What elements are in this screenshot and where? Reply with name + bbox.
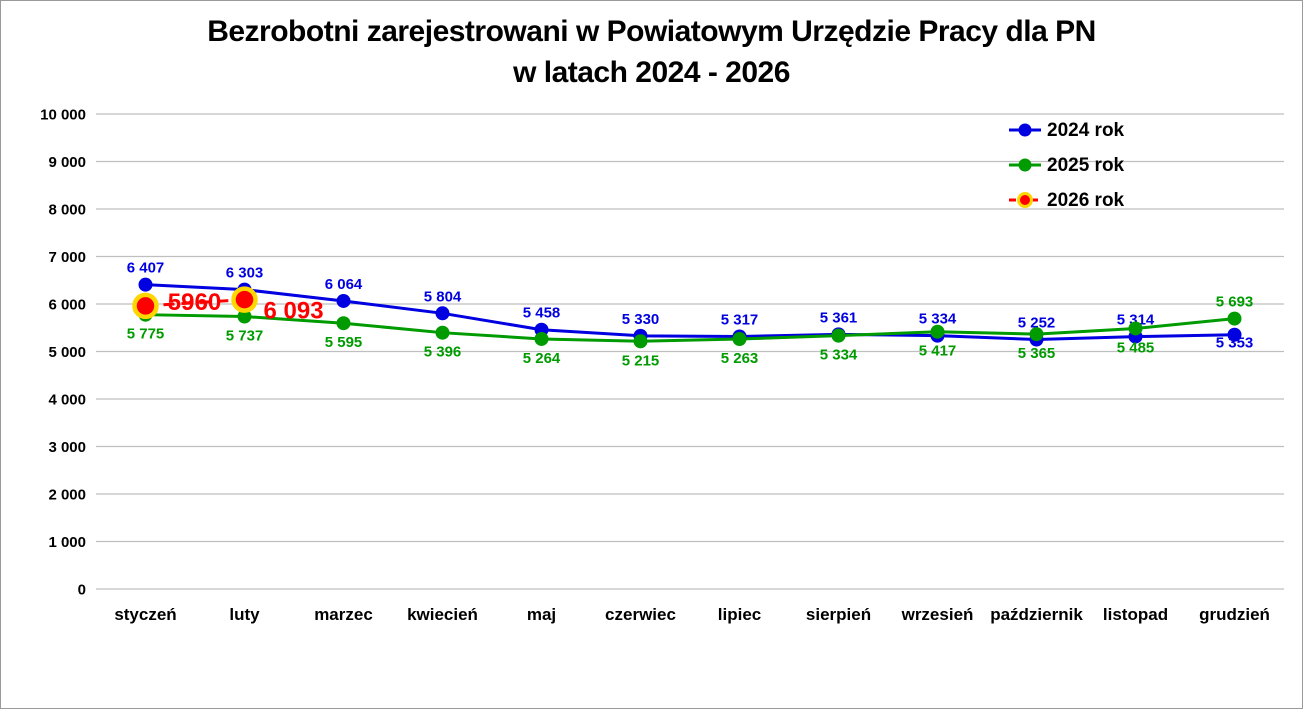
series-line-2024-rok[interactable] <box>145 283 1235 342</box>
data-point-label: 5 264 <box>523 350 561 367</box>
data-point-2025-rok-październik[interactable] <box>1029 327 1044 342</box>
legend-item-label: 2025 rok <box>1047 155 1125 176</box>
series-line-2025-rok[interactable] <box>145 313 1235 343</box>
chart-title-line2: w latach 2024 - 2026 <box>513 56 790 90</box>
y-axis-tick-label: 10 000 <box>40 107 86 124</box>
y-axis-tick-label: 3 000 <box>48 439 86 456</box>
data-point-label: 5960 <box>168 289 221 316</box>
legend-item-2026-rok[interactable]: 2026 rok <box>1009 190 1125 211</box>
data-point-label: 6 407 <box>127 260 165 277</box>
legend-swatch-marker <box>1017 192 1033 208</box>
data-point-label: 5 737 <box>226 327 264 344</box>
series-line-2026-rok[interactable] <box>145 298 245 308</box>
data-point-label: 5 353 <box>1216 335 1254 352</box>
legend-item-2025-rok[interactable]: 2025 rok <box>1009 155 1125 176</box>
data-point-2024-rok-styczeń[interactable] <box>138 277 153 292</box>
y-axis-tick-label: 4 000 <box>48 392 86 409</box>
data-point-2025-rok-luty[interactable] <box>237 309 252 324</box>
data-point-label: 5 361 <box>820 309 858 326</box>
data-point-label: 5 263 <box>721 350 759 367</box>
x-axis-month-label: maj <box>527 605 556 624</box>
data-point-label: 5 365 <box>1018 345 1056 362</box>
y-axis-tick-label: 9 000 <box>48 154 86 171</box>
data-point-2025-rok-maj[interactable] <box>534 331 549 346</box>
x-axis-month-label: listopad <box>1103 605 1168 624</box>
data-point-2025-rok-wrzesień[interactable] <box>930 324 945 339</box>
x-axis-month-label: grudzień <box>1199 605 1270 624</box>
data-point-2025-rok-lipiec[interactable] <box>732 332 747 347</box>
data-point-2024-rok-grudzień[interactable] <box>1227 327 1242 342</box>
data-point-label: 5 804 <box>424 288 462 305</box>
y-axis-tick-label: 6 000 <box>48 297 86 314</box>
data-point-2024-rok-marzec[interactable] <box>336 293 351 308</box>
data-point-label: 6 093 <box>264 298 324 325</box>
data-point-2025-rok-listopad[interactable] <box>1128 321 1143 336</box>
data-point-2026-rok-styczeń[interactable] <box>132 292 159 320</box>
data-point-2024-rok-kwiecień[interactable] <box>435 306 450 321</box>
legend-item-label: 2026 rok <box>1047 190 1125 211</box>
data-point-label: 5 458 <box>523 305 561 322</box>
data-point-label: 5 693 <box>1216 294 1254 311</box>
x-axis-month-label: wrzesień <box>901 605 974 624</box>
data-point-label: 5 317 <box>721 311 759 328</box>
data-point-2025-rok-kwiecień[interactable] <box>435 325 450 340</box>
y-axis-tick-label: 8 000 <box>48 202 86 219</box>
data-point-label: 5 314 <box>1117 312 1155 329</box>
legend-swatch-marker <box>1018 158 1032 172</box>
chart-title-line1: Bezrobotni zarejestrowani w Powiatowym U… <box>207 15 1096 48</box>
data-point-2025-rok-czerwiec[interactable] <box>633 334 648 349</box>
data-point-label: 6 303 <box>226 265 264 282</box>
legend-item-label: 2024 rok <box>1047 120 1125 141</box>
y-axis-tick-label: 0 <box>78 582 86 599</box>
x-axis-month-label: lipiec <box>718 605 761 624</box>
legend-swatch-marker <box>1018 123 1032 137</box>
data-point-label: 5 417 <box>919 343 957 360</box>
data-point-label: 5 396 <box>424 344 462 361</box>
data-point-label: 5 485 <box>1117 339 1155 356</box>
x-axis-month-label: październik <box>990 605 1083 624</box>
y-axis-tick-label: 5 000 <box>48 344 86 361</box>
x-axis-month-label: styczeń <box>114 605 176 624</box>
data-point-2025-rok-sierpień[interactable] <box>831 328 846 343</box>
data-point-label: 5 595 <box>325 334 363 351</box>
x-axis-month-label: kwiecień <box>407 605 478 624</box>
data-point-2025-rok-marzec[interactable] <box>336 316 351 331</box>
y-axis-tick-label: 7 000 <box>48 249 86 266</box>
x-axis-month-label: luty <box>229 605 260 624</box>
x-axis-month-label: marzec <box>314 605 373 624</box>
chart-title: Bezrobotni zarejestrowani w Powiatowym U… <box>1 11 1302 94</box>
data-point-label: 5 334 <box>820 347 858 364</box>
data-point-label: 5 775 <box>127 326 165 343</box>
y-axis-tick-label: 2 000 <box>48 487 86 504</box>
data-point-2026-rok-luty[interactable] <box>231 286 258 313</box>
x-axis-month-label: sierpień <box>806 605 871 624</box>
y-axis-tick-label: 1 000 <box>48 534 86 551</box>
data-point-label: 6 064 <box>325 276 363 293</box>
data-point-2025-rok-grudzień[interactable] <box>1227 311 1242 326</box>
legend-item-2024-rok[interactable]: 2024 rok <box>1009 120 1125 141</box>
data-point-label: 5 330 <box>622 311 660 328</box>
x-axis-month-label: czerwiec <box>605 605 676 624</box>
data-point-label: 5 215 <box>622 352 660 369</box>
legend: 2024 rok 2025 rok 2026 rok <box>1009 120 1125 211</box>
data-point-label: 5 334 <box>919 311 957 328</box>
data-point-label: 5 252 <box>1018 315 1056 332</box>
